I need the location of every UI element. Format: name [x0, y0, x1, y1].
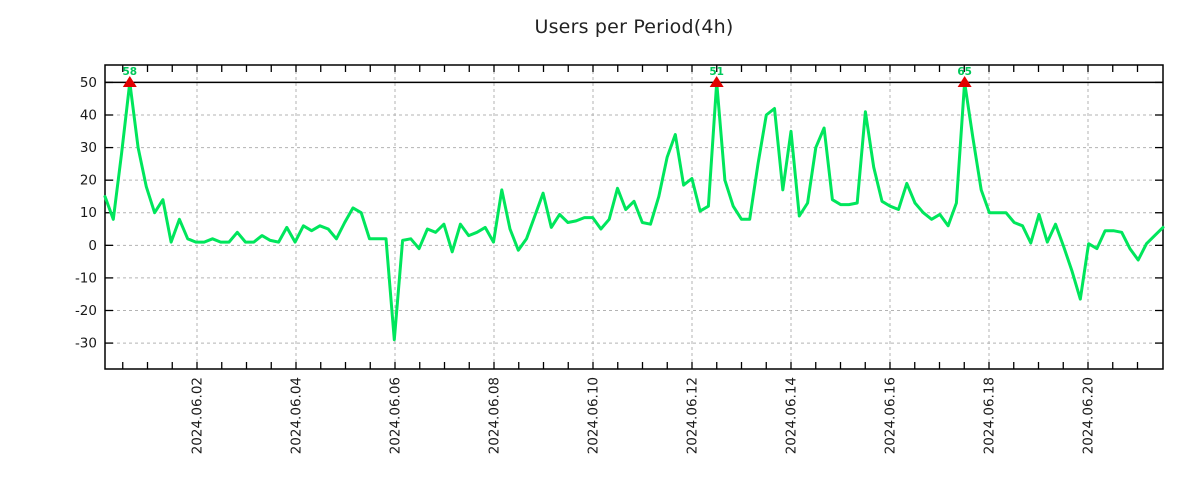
peak-value-label: 65 [957, 66, 972, 78]
x-tick-label: 2024.06.16 [883, 377, 899, 454]
x-tick-label: 2024.06.04 [289, 377, 305, 454]
y-tick-label: 10 [80, 205, 97, 221]
y-tick-label: -10 [75, 270, 97, 286]
peak-marker-triangle [957, 76, 972, 87]
peak-marker-triangle [122, 76, 137, 87]
peak-marker-triangle [709, 76, 724, 87]
chart-title: Users per Period(4h) [534, 16, 734, 38]
x-tick-label: 2024.06.18 [982, 377, 998, 454]
x-tick-label: 2024.06.14 [784, 377, 800, 454]
y-tick-label: 40 [80, 107, 97, 123]
peak-value-label: 51 [709, 66, 724, 78]
y-tick-label: 50 [80, 75, 97, 91]
series-line-users [103, 80, 1165, 342]
y-tick-label: -30 [75, 336, 97, 352]
x-tick-label: 2024.06.06 [388, 377, 404, 454]
x-tick-label: 2024.06.12 [685, 377, 701, 454]
y-tick-label: 30 [80, 140, 97, 156]
axis-ticks [105, 65, 1163, 369]
x-tick-label: 2024.06.08 [487, 377, 503, 454]
x-tick-label: 2024.06.20 [1081, 377, 1097, 454]
y-tick-label: -20 [75, 303, 97, 319]
y-tick-label: 0 [88, 238, 97, 254]
gridlines [105, 65, 1163, 369]
x-tick-label: 2024.06.10 [586, 377, 602, 454]
plot-border [104, 64, 1164, 370]
y-tick-label: 20 [80, 173, 97, 189]
peak-value-label: 58 [122, 66, 137, 78]
x-tick-label: 2024.06.02 [190, 377, 206, 454]
